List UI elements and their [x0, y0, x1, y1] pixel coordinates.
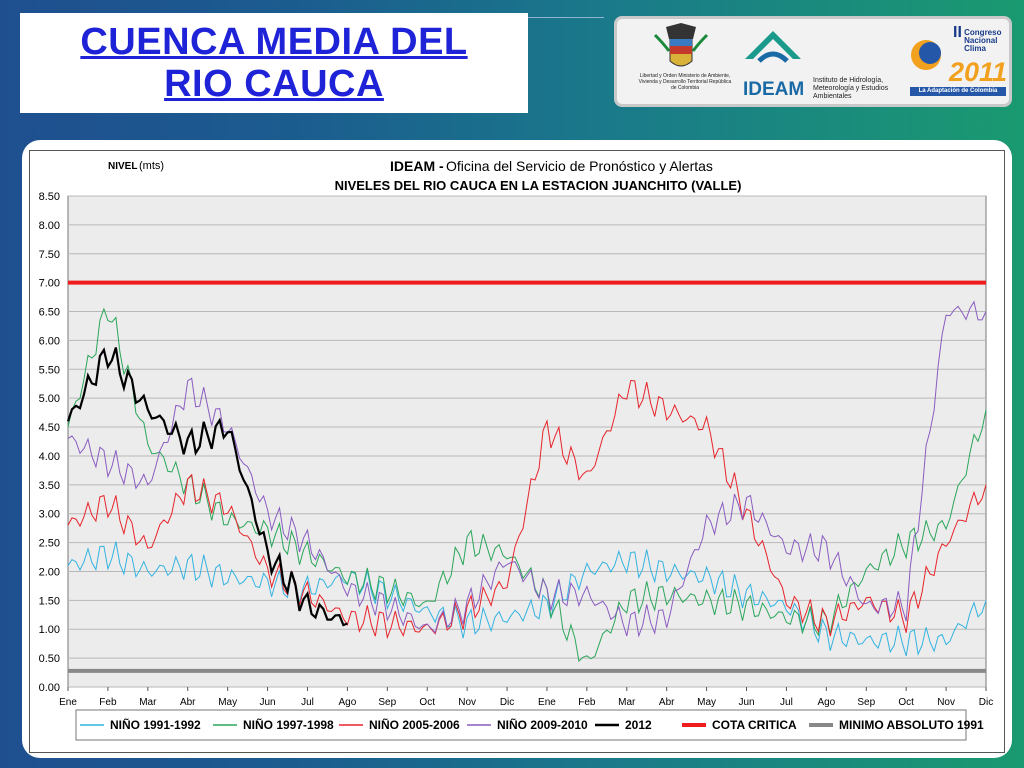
x-tick-label: Mar: [618, 697, 636, 708]
x-tick-label: Oct: [419, 697, 435, 708]
x-tick-label: Ago: [338, 697, 356, 708]
y-tick-label: 0.00: [39, 682, 60, 694]
ideam-logo-icon: [745, 31, 801, 63]
y-tick-label: 5.50: [39, 364, 60, 376]
chart-card: 0.00 0.50 1.00 1.50 2.00 2.50 3.00 3.50 4.00 4.50…: [22, 140, 1012, 758]
legend-label: 2012: [625, 718, 652, 732]
x-tick-label: Jul: [301, 697, 314, 708]
page-title-line1: CUENCA MEDIA DEL: [80, 21, 468, 63]
legend-label: NIÑO 1991-1992: [110, 717, 201, 732]
ministerio-text: Libertad y Orden Ministerio de Ambiente,…: [638, 73, 732, 91]
y-tick-label: 7.50: [39, 249, 60, 261]
x-tick-label: Jun: [260, 697, 276, 708]
x-tick-label: Jun: [738, 697, 754, 708]
series-line-NI-O-2009-2010: [67, 300, 987, 638]
congreso-year: 2011: [949, 57, 1008, 87]
chart-title: Oficina del Servicio de Pronóstico y Ale…: [446, 158, 713, 174]
y-axis-label: NIVEL: [108, 161, 137, 172]
x-tick-label: Nov: [937, 697, 955, 708]
ministerio-shield-icon: [653, 23, 709, 67]
legend-label: NIÑO 1997-1998: [243, 717, 334, 732]
y-tick-label: 4.00: [39, 451, 60, 463]
congreso-title-text: Congreso Nacional Clima: [964, 28, 1002, 53]
y-axis-unit: (mts): [139, 160, 164, 172]
y-tick-label: 1.50: [39, 595, 60, 607]
x-tick-label: Nov: [458, 697, 476, 708]
page-title-line2: RIO CAUCA: [164, 63, 384, 105]
x-tick-label: Mar: [139, 697, 157, 708]
ideam-logo-text: IDEAM: [743, 79, 805, 100]
y-tick-label: 8.50: [39, 191, 60, 203]
y-tick-label: 3.00: [39, 509, 60, 521]
legend-label: NIÑO 2009-2010: [497, 717, 588, 732]
plot-area: 0.00 0.50 1.00 1.50 2.00 2.50 3.00 3.50 4.00 4.50…: [39, 191, 994, 708]
y-tick-label: 1.00: [39, 624, 60, 636]
header-divider-line: [528, 17, 604, 18]
chart-title-prefix: IDEAM -: [390, 158, 444, 174]
series-line-NI-O-1997-1998: [67, 307, 987, 663]
x-tick-label: Abr: [659, 697, 675, 708]
x-tick-label: Feb: [99, 697, 117, 708]
chart: 0.00 0.50 1.00 1.50 2.00 2.50 3.00 3.50 4.00 4.50…: [39, 158, 994, 741]
y-tick-label: 4.50: [39, 422, 60, 434]
congreso-numeral: II: [953, 24, 962, 41]
legend-label: MINIMO ABSOLUTO 1991: [839, 718, 984, 732]
x-tick-label: Sep: [857, 697, 875, 708]
x-tick-label: Oct: [898, 697, 914, 708]
x-tick-label: Jul: [780, 697, 793, 708]
x-tick-label: Abr: [180, 697, 196, 708]
x-tick-label: Feb: [578, 697, 596, 708]
ideam-description: Instituto de Hidrología, Meteorología y …: [813, 77, 889, 100]
x-tick-label: May: [697, 697, 716, 708]
y-tick-label: 6.00: [39, 335, 60, 347]
series-line-NI-O-1991-1992: [67, 541, 987, 657]
x-tick-label: Dic: [500, 697, 514, 708]
x-tick-label: Dic: [979, 697, 993, 708]
logo-panel: Libertad y Orden Ministerio de Ambiente,…: [614, 16, 1012, 107]
plot-background: [67, 195, 987, 688]
series-line-2012: [66, 347, 348, 627]
x-tick-label: May: [218, 697, 237, 708]
series-line-NI-O-2005-2006: [67, 379, 987, 640]
legend-label: COTA CRITICA: [712, 718, 797, 732]
x-tick-label: Ene: [59, 697, 77, 708]
y-tick-label: 8.00: [39, 220, 60, 232]
y-tick-label: 2.50: [39, 538, 60, 550]
x-tick-label: Ago: [817, 697, 835, 708]
chart-subtitle: NIVELES DEL RIO CAUCA EN LA ESTACION JUA…: [335, 178, 742, 193]
congreso-globe-icon: [911, 40, 941, 70]
legend-label: NIÑO 2005-2006: [369, 717, 460, 732]
x-tick-label: Sep: [378, 697, 396, 708]
y-tick-label: 7.00: [39, 278, 60, 290]
congreso-title: II Congreso Nacional Clima: [953, 25, 1004, 53]
legend: NIÑO 1991-1992 NIÑO 1997-1998 NIÑO 2005-20…: [75, 709, 984, 741]
chart-frame: [29, 150, 1005, 753]
y-tick-label: 6.50: [39, 307, 60, 319]
x-tick-label: Ene: [538, 697, 556, 708]
y-tick-label: 2.00: [39, 566, 60, 578]
y-tick-label: 0.50: [39, 653, 60, 665]
congreso-tagline: La Adaptación de Colombia: [910, 87, 1006, 96]
y-tick-label: 5.00: [39, 393, 60, 405]
title-box: CUENCA MEDIA DEL RIO CAUCA: [20, 13, 528, 113]
y-tick-label: 3.50: [39, 480, 60, 492]
